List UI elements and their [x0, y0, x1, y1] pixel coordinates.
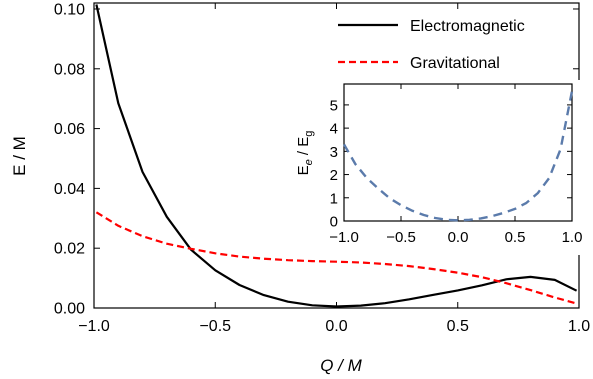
inset-x-tick-label: 0.0	[448, 229, 469, 246]
main-y-tick-label: 0.02	[54, 241, 85, 258]
main-y-tick-label: 0.06	[54, 121, 85, 138]
inset-x-tick-label: 0.5	[505, 229, 526, 246]
main-x-tick-label: 0.5	[447, 318, 469, 335]
inset-y-tick-label: 5	[330, 97, 338, 114]
main-x-tick-label: 0.0	[325, 318, 347, 335]
inset-series	[342, 90, 574, 222]
inset-x-tick-label: 1.0	[562, 229, 583, 246]
inset-series-line-0	[342, 90, 574, 222]
inset-y-tick-label: 2	[330, 167, 338, 184]
inset-chart: −1.0 −0.5 0.0 0.5 1.0 0 1 2 3 4 5 Ee / Eg	[295, 80, 590, 255]
main-y-tick-label: 0.04	[54, 181, 85, 198]
inset-background	[318, 80, 590, 255]
x-axis-title: Q / M	[320, 356, 362, 375]
inset-y-tick-label: 0	[330, 214, 338, 231]
inset-y-axis-title: Ee / Eg	[295, 131, 315, 176]
y-axis-title: E / M	[10, 136, 29, 176]
inset-ylabel-sub-g: g	[303, 131, 315, 137]
main-x-tick-label: −0.5	[199, 318, 231, 335]
inset-y-tick-label: 3	[330, 144, 338, 161]
main-tick-labels: −1.0 −0.5 0.0 0.5 1.00.000.020.040.060.080.1…	[54, 1, 590, 335]
inset-ylabel-sub-e: e	[303, 159, 315, 165]
inset-x-tick-label: −1.0	[329, 229, 359, 246]
legend-label-electromagnetic: Electromagnetic	[410, 18, 525, 35]
inset-y-tick-label: 1	[330, 190, 338, 207]
main-y-tick-label: 0.00	[54, 301, 85, 318]
main-x-tick-label: 1.0	[568, 318, 590, 335]
inset-ylabel-sep: / E	[295, 137, 312, 160]
main-x-tick-label: −1.0	[78, 318, 110, 335]
main-series-line-gravitational	[95, 211, 577, 305]
legend-label-gravitational: Gravitational	[410, 55, 500, 72]
main-y-tick-label: 0.08	[54, 61, 85, 78]
inset-y-tick-label: 4	[330, 121, 338, 138]
inset-x-tick-label: −0.5	[386, 229, 416, 246]
legend: Electromagnetic Gravitational	[338, 18, 525, 72]
inset-ylabel-main: E	[295, 165, 312, 175]
main-y-tick-label: 0.10	[54, 1, 85, 18]
inset-tick-labels: −1.0 −0.5 0.0 0.5 1.0 0 1 2 3 4 5	[329, 97, 582, 246]
main-series	[95, 4, 578, 308]
inset-ticks	[343, 84, 573, 222]
